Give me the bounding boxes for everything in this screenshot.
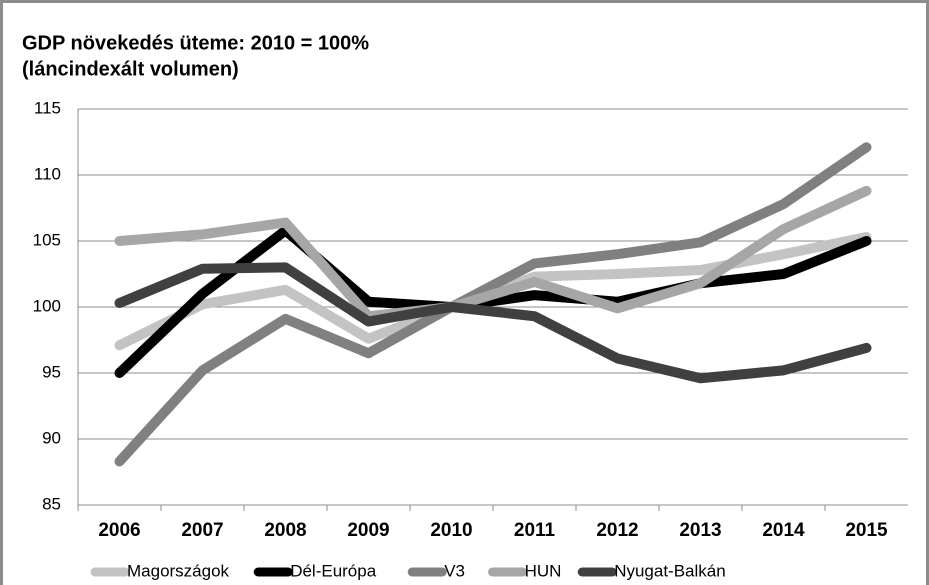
y-tick-label: 95 [42,362,61,381]
y-tick-label: 85 [42,494,61,513]
y-tick-label: 115 [34,98,61,117]
x-tick-label: 2008 [264,520,306,541]
x-tick-label: 2009 [347,520,389,541]
y-tick-label: 105 [33,230,61,249]
x-tick-label: 2012 [596,520,638,541]
x-tick-label: 2015 [845,520,888,541]
line-series [114,225,872,378]
x-tick-label: 2011 [514,520,556,541]
y-tick-label: 110 [34,164,61,183]
line-series [114,185,872,322]
legend-label: V3 [444,561,465,580]
chart-title: GDP növekedés üteme: 2010 = 100% [22,32,369,54]
x-tick-label: 2010 [430,520,472,541]
legend-label: Dél-Európa [290,561,377,580]
x-tick-label: 2007 [181,520,223,541]
x-tick-label: 2013 [679,520,721,541]
x-tick-label: 2006 [98,520,140,541]
line-series [114,142,872,467]
legend-label: HUN [525,561,562,580]
y-tick-label: 100 [33,296,61,315]
chart-subtitle: (láncindexált volumen) [22,58,239,80]
line-series [114,262,872,384]
legend-label: Nyugat-Balkán [614,561,726,580]
y-tick-label: 90 [42,428,61,447]
x-tick-label: 2014 [762,520,805,541]
legend-label: Magországok [127,561,230,580]
